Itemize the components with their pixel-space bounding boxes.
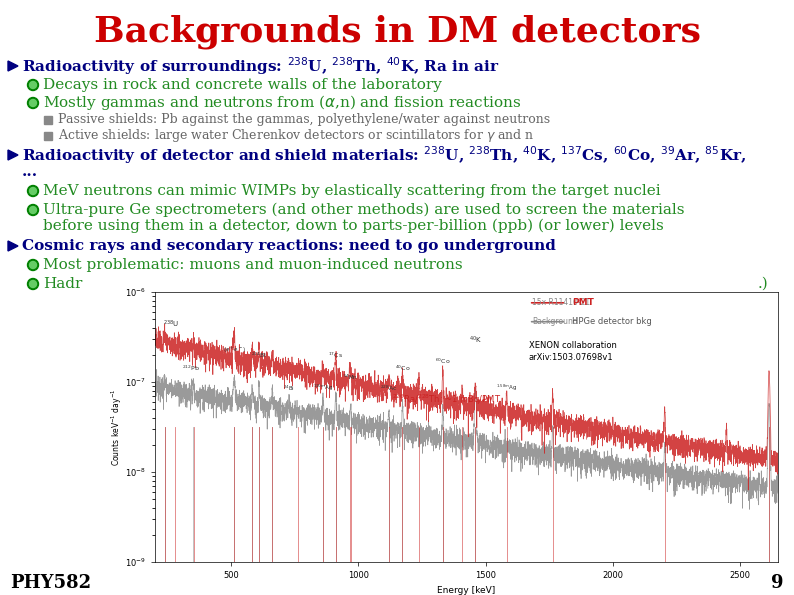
Circle shape xyxy=(29,206,37,214)
Text: Most problematic: muons and muon-induced neutrons: Most problematic: muons and muon-induced… xyxy=(43,258,463,272)
Text: $^{226}$Ra/$^{228}$Th: ~1 mBq/PMT: $^{226}$Ra/$^{228}$Th: ~1 mBq/PMT xyxy=(391,393,501,407)
Text: Hadr: Hadr xyxy=(43,277,83,291)
Text: $^{110m}$Ag: $^{110m}$Ag xyxy=(313,383,333,393)
Text: $^{17}$Cs: $^{17}$Cs xyxy=(328,351,343,360)
Circle shape xyxy=(29,82,37,89)
Circle shape xyxy=(28,205,38,215)
Circle shape xyxy=(28,259,38,271)
Text: $^{54}$Mn: $^{54}$Mn xyxy=(343,372,358,382)
Text: $^{60}$Co: $^{60}$Co xyxy=(435,357,451,366)
Text: 9: 9 xyxy=(772,574,784,592)
Circle shape xyxy=(29,280,37,287)
Text: ($e^+e^-$): ($e^+e^-$) xyxy=(222,345,245,355)
Text: ...: ... xyxy=(22,165,38,179)
Text: Radioactivity of detector and shield materials: $^{238}$U, $^{238}$Th, $^{40}$K,: Radioactivity of detector and shield mat… xyxy=(22,144,746,166)
Text: $^{24}$Bi: $^{24}$Bi xyxy=(283,384,295,393)
Text: 15x R11410-21: 15x R11410-21 xyxy=(532,298,590,307)
Circle shape xyxy=(28,186,38,196)
Text: Cosmic rays and secondary reactions: need to go underground: Cosmic rays and secondary reactions: nee… xyxy=(22,239,556,253)
Text: $^{212}$Pb: $^{212}$Pb xyxy=(182,364,199,373)
Text: Background: Background xyxy=(532,317,578,326)
Text: Active shields: large water Cherenkov detectors or scintillators for $\gamma$ an: Active shields: large water Cherenkov de… xyxy=(58,127,534,145)
Text: Decays in rock and concrete walls of the laboratory: Decays in rock and concrete walls of the… xyxy=(43,78,442,92)
Text: .): .) xyxy=(758,277,769,291)
Bar xyxy=(44,116,52,124)
Y-axis label: Counts keV$^{-1}$ day$^{-1}$: Counts keV$^{-1}$ day$^{-1}$ xyxy=(110,389,124,466)
Text: $^{40}$K: $^{40}$K xyxy=(468,335,482,346)
Text: before using them in a detector, down to parts-per-billion (ppb) (or lower) leve: before using them in a detector, down to… xyxy=(43,219,664,233)
X-axis label: Energy [keV]: Energy [keV] xyxy=(437,585,495,594)
Text: $^{228}$Ac: $^{228}$Ac xyxy=(380,384,398,393)
Text: Passive shields: Pb against the gammas, polyethylene/water against neutrons: Passive shields: Pb against the gammas, … xyxy=(58,114,550,127)
Polygon shape xyxy=(8,61,18,71)
Bar xyxy=(44,132,52,140)
Circle shape xyxy=(29,187,37,195)
Text: Radioactivity of surroundings: $^{238}$U, $^{238}$Th, $^{40}$K, Ra in air: Radioactivity of surroundings: $^{238}$U… xyxy=(22,55,500,77)
Text: XENON collaboration
arXiv:1503.07698v1: XENON collaboration arXiv:1503.07698v1 xyxy=(529,341,617,362)
Text: $^{214}$Bi: $^{214}$Bi xyxy=(251,351,267,360)
Text: PHY582: PHY582 xyxy=(10,574,91,592)
Polygon shape xyxy=(8,150,18,160)
Text: Mostly gammas and neutrons from ($\alpha$,n) and fission reactions: Mostly gammas and neutrons from ($\alpha… xyxy=(43,93,521,112)
Text: PMT: PMT xyxy=(572,298,594,307)
Text: $^{1.58m}$Ag: $^{1.58m}$Ag xyxy=(496,383,518,393)
Circle shape xyxy=(28,80,38,90)
Text: Backgrounds in DM detectors: Backgrounds in DM detectors xyxy=(94,15,700,49)
Circle shape xyxy=(29,99,37,107)
Text: HPGe detector bkg: HPGe detector bkg xyxy=(572,317,652,326)
Polygon shape xyxy=(8,241,18,251)
Text: MeV neutrons can mimic WIMPs by elastically scattering from the target nuclei: MeV neutrons can mimic WIMPs by elastica… xyxy=(43,184,661,198)
Text: Ultra-pure Ge spectrometers (and other methods) are used to screen the materials: Ultra-pure Ge spectrometers (and other m… xyxy=(43,203,684,217)
Circle shape xyxy=(28,278,38,290)
Text: $^{40}$Co: $^{40}$Co xyxy=(395,364,410,373)
Circle shape xyxy=(29,261,37,268)
Circle shape xyxy=(28,98,38,108)
Text: $^{238}$U: $^{238}$U xyxy=(164,319,179,330)
